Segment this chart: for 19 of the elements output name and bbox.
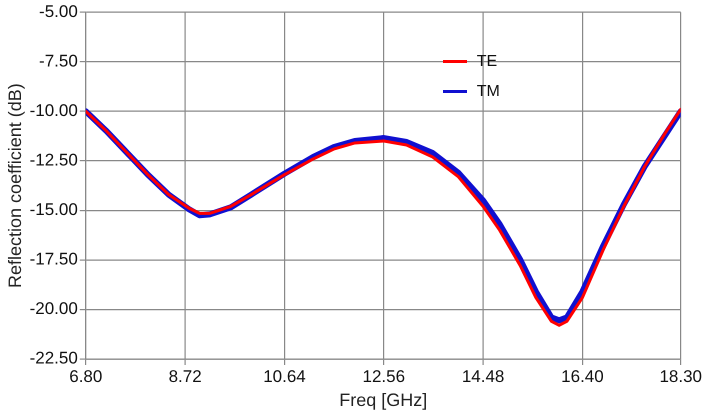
y-tick-label: -20.00 — [30, 299, 78, 318]
y-axis-title: Reflection coefficient (dB) — [4, 83, 25, 288]
y-tick-label: -17.50 — [30, 250, 78, 269]
x-tick-label: 16.40 — [561, 366, 604, 386]
x-tick-label: 10.64 — [263, 366, 306, 386]
y-tick-label: -15.00 — [30, 200, 78, 220]
x-tick-label: 18.30 — [659, 366, 702, 386]
x-tick-label: 12.56 — [362, 366, 406, 386]
x-tick-label: 8.72 — [168, 366, 202, 386]
y-tick-label: -22.50 — [30, 348, 78, 368]
legend-label: TE — [476, 52, 498, 71]
y-tick-label: -12.50 — [30, 150, 78, 170]
y-tick-label: -7.50 — [39, 51, 78, 70]
y-tick-label: -10.00 — [30, 100, 78, 120]
legend-label: TM — [476, 82, 500, 101]
x-tick-label: 6.80 — [69, 366, 102, 386]
x-tick-label: 14.48 — [462, 366, 504, 386]
y-tick-label: -5.00 — [39, 2, 78, 21]
x-axis-title: Freq [GHz] — [339, 390, 428, 410]
